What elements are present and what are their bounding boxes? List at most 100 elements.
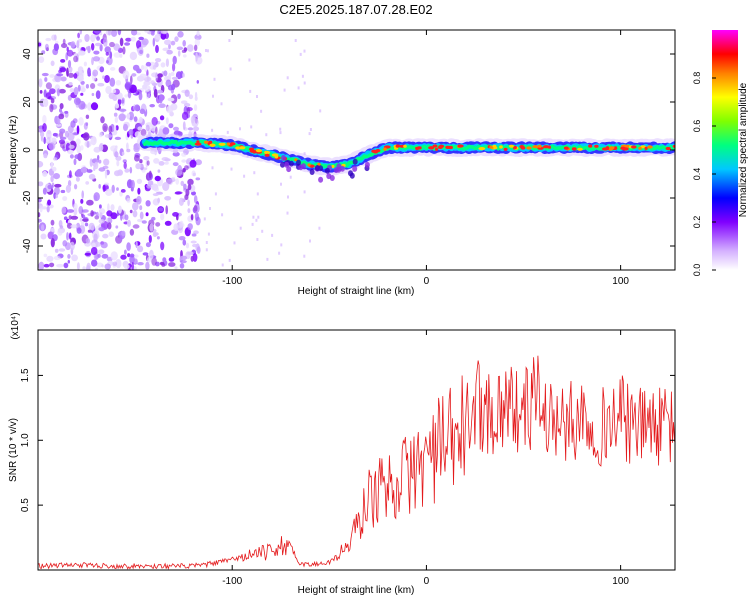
noise-blob: [181, 159, 187, 163]
noise-blob: [150, 80, 156, 85]
noise-blob: [187, 44, 194, 52]
noise-blob: [178, 221, 183, 229]
noise-blob: [66, 49, 74, 57]
colorbar-gradient: [712, 30, 738, 270]
noise-blob: [59, 103, 64, 110]
noise-blob: [165, 58, 169, 67]
noise-blob: [175, 168, 183, 177]
ridge-dip-blob: [336, 163, 342, 170]
noise-blob: [168, 123, 174, 129]
noise-blob: [96, 211, 99, 218]
noise-blob: [47, 199, 52, 206]
noise-blob: [102, 233, 109, 239]
noise-blob: [172, 62, 176, 72]
noise-speck: [303, 152, 306, 156]
noise-blob: [171, 176, 176, 180]
noise-blob: [70, 224, 78, 229]
ridge-hotspot: [509, 144, 514, 148]
noise-blob: [47, 184, 54, 190]
ridge-dip-blob: [280, 161, 285, 168]
noise-blob: [66, 209, 74, 213]
colorbar-tick-label: 0.8: [692, 72, 702, 85]
noise-blob: [100, 241, 108, 249]
noise-blob: [87, 102, 92, 111]
noise-blob: [60, 59, 66, 63]
noise-blob: [184, 89, 190, 97]
noise-blob: [118, 113, 126, 122]
noise-blob: [82, 266, 86, 270]
ridge-hotspot: [294, 158, 298, 162]
noise-blob: [193, 230, 199, 235]
noise-blob: [104, 134, 113, 138]
ridge-hotspot: [631, 145, 637, 149]
noise-blob: [102, 123, 108, 133]
noise-blob: [189, 159, 197, 168]
noise-blob: [175, 191, 183, 195]
noise-blob: [148, 253, 154, 260]
noise-speck: [289, 175, 292, 179]
noise-blob: [183, 183, 187, 190]
spectrogram-panel: -100 0 100 -40 -20 0 20 40 Height of straight l…: [8, 29, 676, 297]
noise-blob: [42, 98, 49, 107]
noise-blob: [127, 90, 132, 99]
noise-blob: [160, 213, 165, 221]
noise-blob: [122, 70, 130, 80]
noise-blob: [119, 37, 124, 47]
ridge-hotspot: [395, 144, 400, 148]
noise-blob: [181, 152, 187, 157]
noise-blob: [110, 251, 118, 261]
noise-blob: [111, 184, 115, 193]
noise-blob: [68, 82, 73, 86]
noise-blob: [145, 261, 150, 270]
noise-speck: [280, 182, 282, 186]
noise-speck: [319, 109, 322, 113]
noise-blob: [193, 104, 198, 111]
noise-speck: [286, 211, 289, 215]
noise-blob: [58, 248, 66, 252]
colorbar-tick-label: 0.6: [692, 120, 702, 133]
noise-blob: [158, 94, 163, 104]
noise-blob: [38, 160, 44, 168]
noise-blob: [180, 100, 188, 104]
noise-blob: [137, 126, 143, 131]
ridge-hotspot: [218, 142, 226, 146]
noise-blob: [126, 197, 131, 203]
noise-blob: [155, 222, 161, 227]
noise-blob: [136, 40, 142, 49]
snr-ytick-label: 1.0: [20, 433, 31, 447]
noise-blob: [137, 245, 144, 253]
noise-blob: [162, 127, 170, 135]
spectrogram-ylabel: Frequency (Hz): [8, 116, 19, 185]
noise-blob: [155, 33, 162, 40]
ridge-hotspot: [613, 146, 618, 150]
noise-speck: [250, 125, 253, 129]
noise-blob: [185, 188, 190, 197]
noise-blob: [49, 262, 55, 268]
noise-speck: [221, 263, 224, 267]
noise-speck: [213, 77, 216, 81]
noise-speck: [299, 52, 302, 56]
noise-blob: [144, 64, 148, 73]
noise-blob: [73, 86, 79, 96]
noise-blob: [80, 80, 85, 85]
noise-blob: [149, 104, 155, 108]
noise-speck: [239, 127, 241, 131]
ridge-hotspot: [537, 144, 542, 148]
noise-blob: [53, 157, 58, 161]
noise-blob: [40, 233, 47, 240]
noise-blob: [128, 129, 134, 136]
noise-blob: [133, 116, 138, 122]
noise-blob: [60, 141, 67, 149]
noise-blob: [139, 108, 146, 115]
noise-speck: [220, 102, 223, 106]
noise-blob: [160, 32, 167, 40]
noise-blob: [127, 253, 131, 258]
noise-blob: [166, 49, 173, 55]
noise-blob: [144, 85, 151, 92]
noise-blob: [38, 212, 41, 218]
noise-blob: [50, 60, 55, 67]
noise-blob: [150, 124, 157, 132]
noise-blob: [70, 41, 76, 48]
noise-speck: [303, 190, 306, 194]
noise-blob: [141, 220, 147, 224]
